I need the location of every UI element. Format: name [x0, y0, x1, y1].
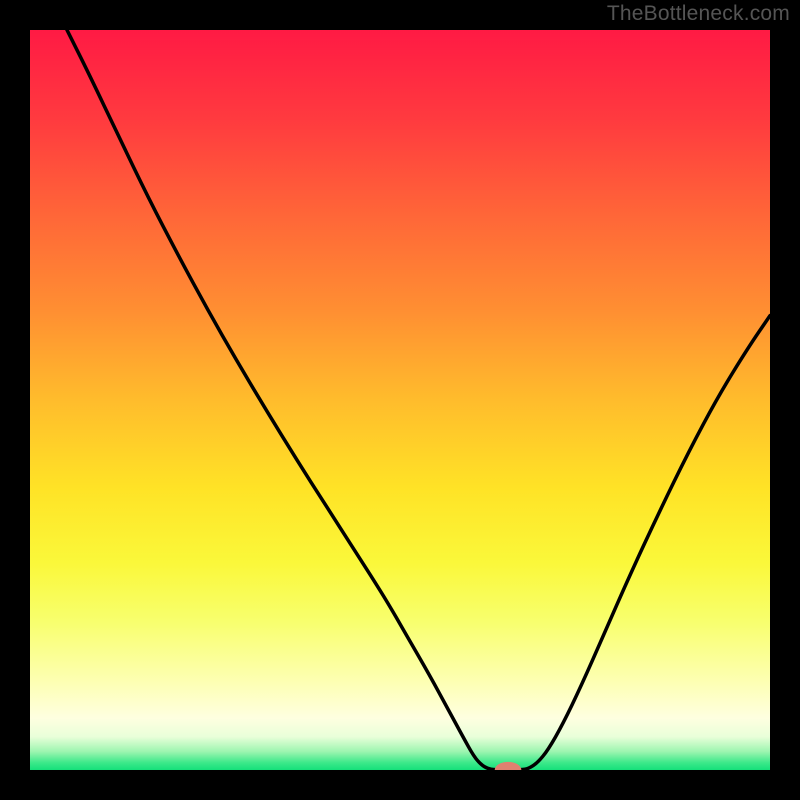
chart-frame: TheBottleneck.com [0, 0, 800, 800]
bottleneck-chart [30, 30, 770, 770]
attribution-label: TheBottleneck.com [607, 2, 790, 26]
plot-area [30, 30, 770, 770]
gradient-background [30, 30, 770, 770]
